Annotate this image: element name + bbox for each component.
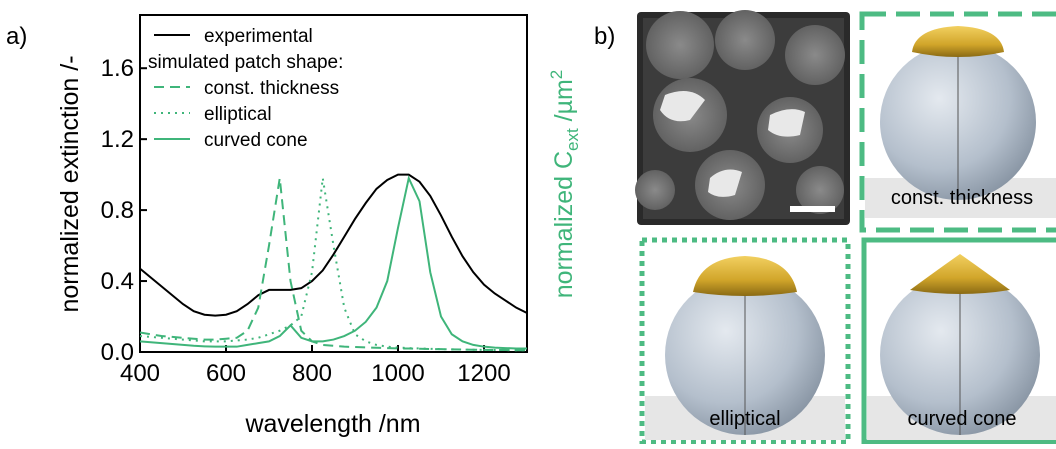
y-tick-label: 1.6: [101, 55, 134, 82]
y2-label-sub: ext: [563, 128, 582, 151]
shape-label: curved cone: [908, 408, 1017, 430]
x-tick-label: 600: [206, 360, 246, 387]
shape-label: elliptical: [709, 408, 780, 430]
panel-label: a): [6, 23, 27, 50]
y-tick-label: 0.8: [101, 197, 134, 224]
legend-label: const. thickness: [204, 78, 339, 99]
y-tick-label: 0.0: [101, 339, 134, 366]
y2-label-main: normalized C: [550, 151, 578, 298]
x-tick-label: 1200: [457, 360, 510, 387]
figure: a) b) normalized extinction /- wavelengt…: [0, 0, 1056, 444]
shape-label: const. thickness: [891, 187, 1033, 209]
series-line: [140, 175, 527, 316]
legend-label: elliptical: [204, 104, 272, 125]
x-axis-label: wavelength /nm: [244, 410, 420, 438]
panel-label: b): [594, 23, 615, 50]
legend-label: experimental: [204, 26, 313, 47]
legend-label: curved cone: [204, 130, 308, 151]
y-tick-label: 0.4: [101, 268, 134, 295]
y2-label-rest: /µm: [550, 79, 578, 128]
x-tick-label: 1000: [371, 360, 424, 387]
y2-label-sup: 2: [547, 70, 566, 79]
sem-image: [635, 10, 850, 225]
y-axis-label: normalized extinction /-: [56, 55, 84, 312]
x-tick-label: 800: [292, 360, 332, 387]
series-line: [140, 178, 527, 348]
legend-heading: simulated patch shape:: [148, 52, 343, 73]
y-tick-label: 1.2: [101, 126, 134, 153]
y2-axis-label: normalized Cext /µm2: [547, 70, 582, 299]
